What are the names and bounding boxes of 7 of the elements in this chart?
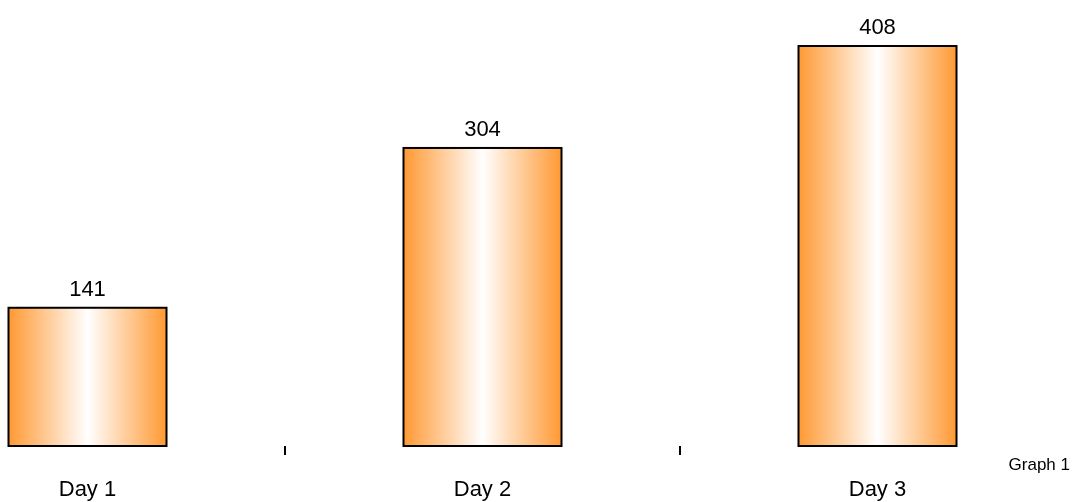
data-label: 408 — [859, 14, 896, 39]
x-tick-label: Day 1 — [58, 476, 117, 501]
caption: Graph 1 — [1008, 455, 1070, 474]
data-label: 141 — [69, 275, 106, 301]
data-label: 304 — [464, 115, 501, 141]
x-tick-label: Day 3 — [848, 476, 907, 501]
x-tick-label: Day 2 — [453, 476, 512, 501]
